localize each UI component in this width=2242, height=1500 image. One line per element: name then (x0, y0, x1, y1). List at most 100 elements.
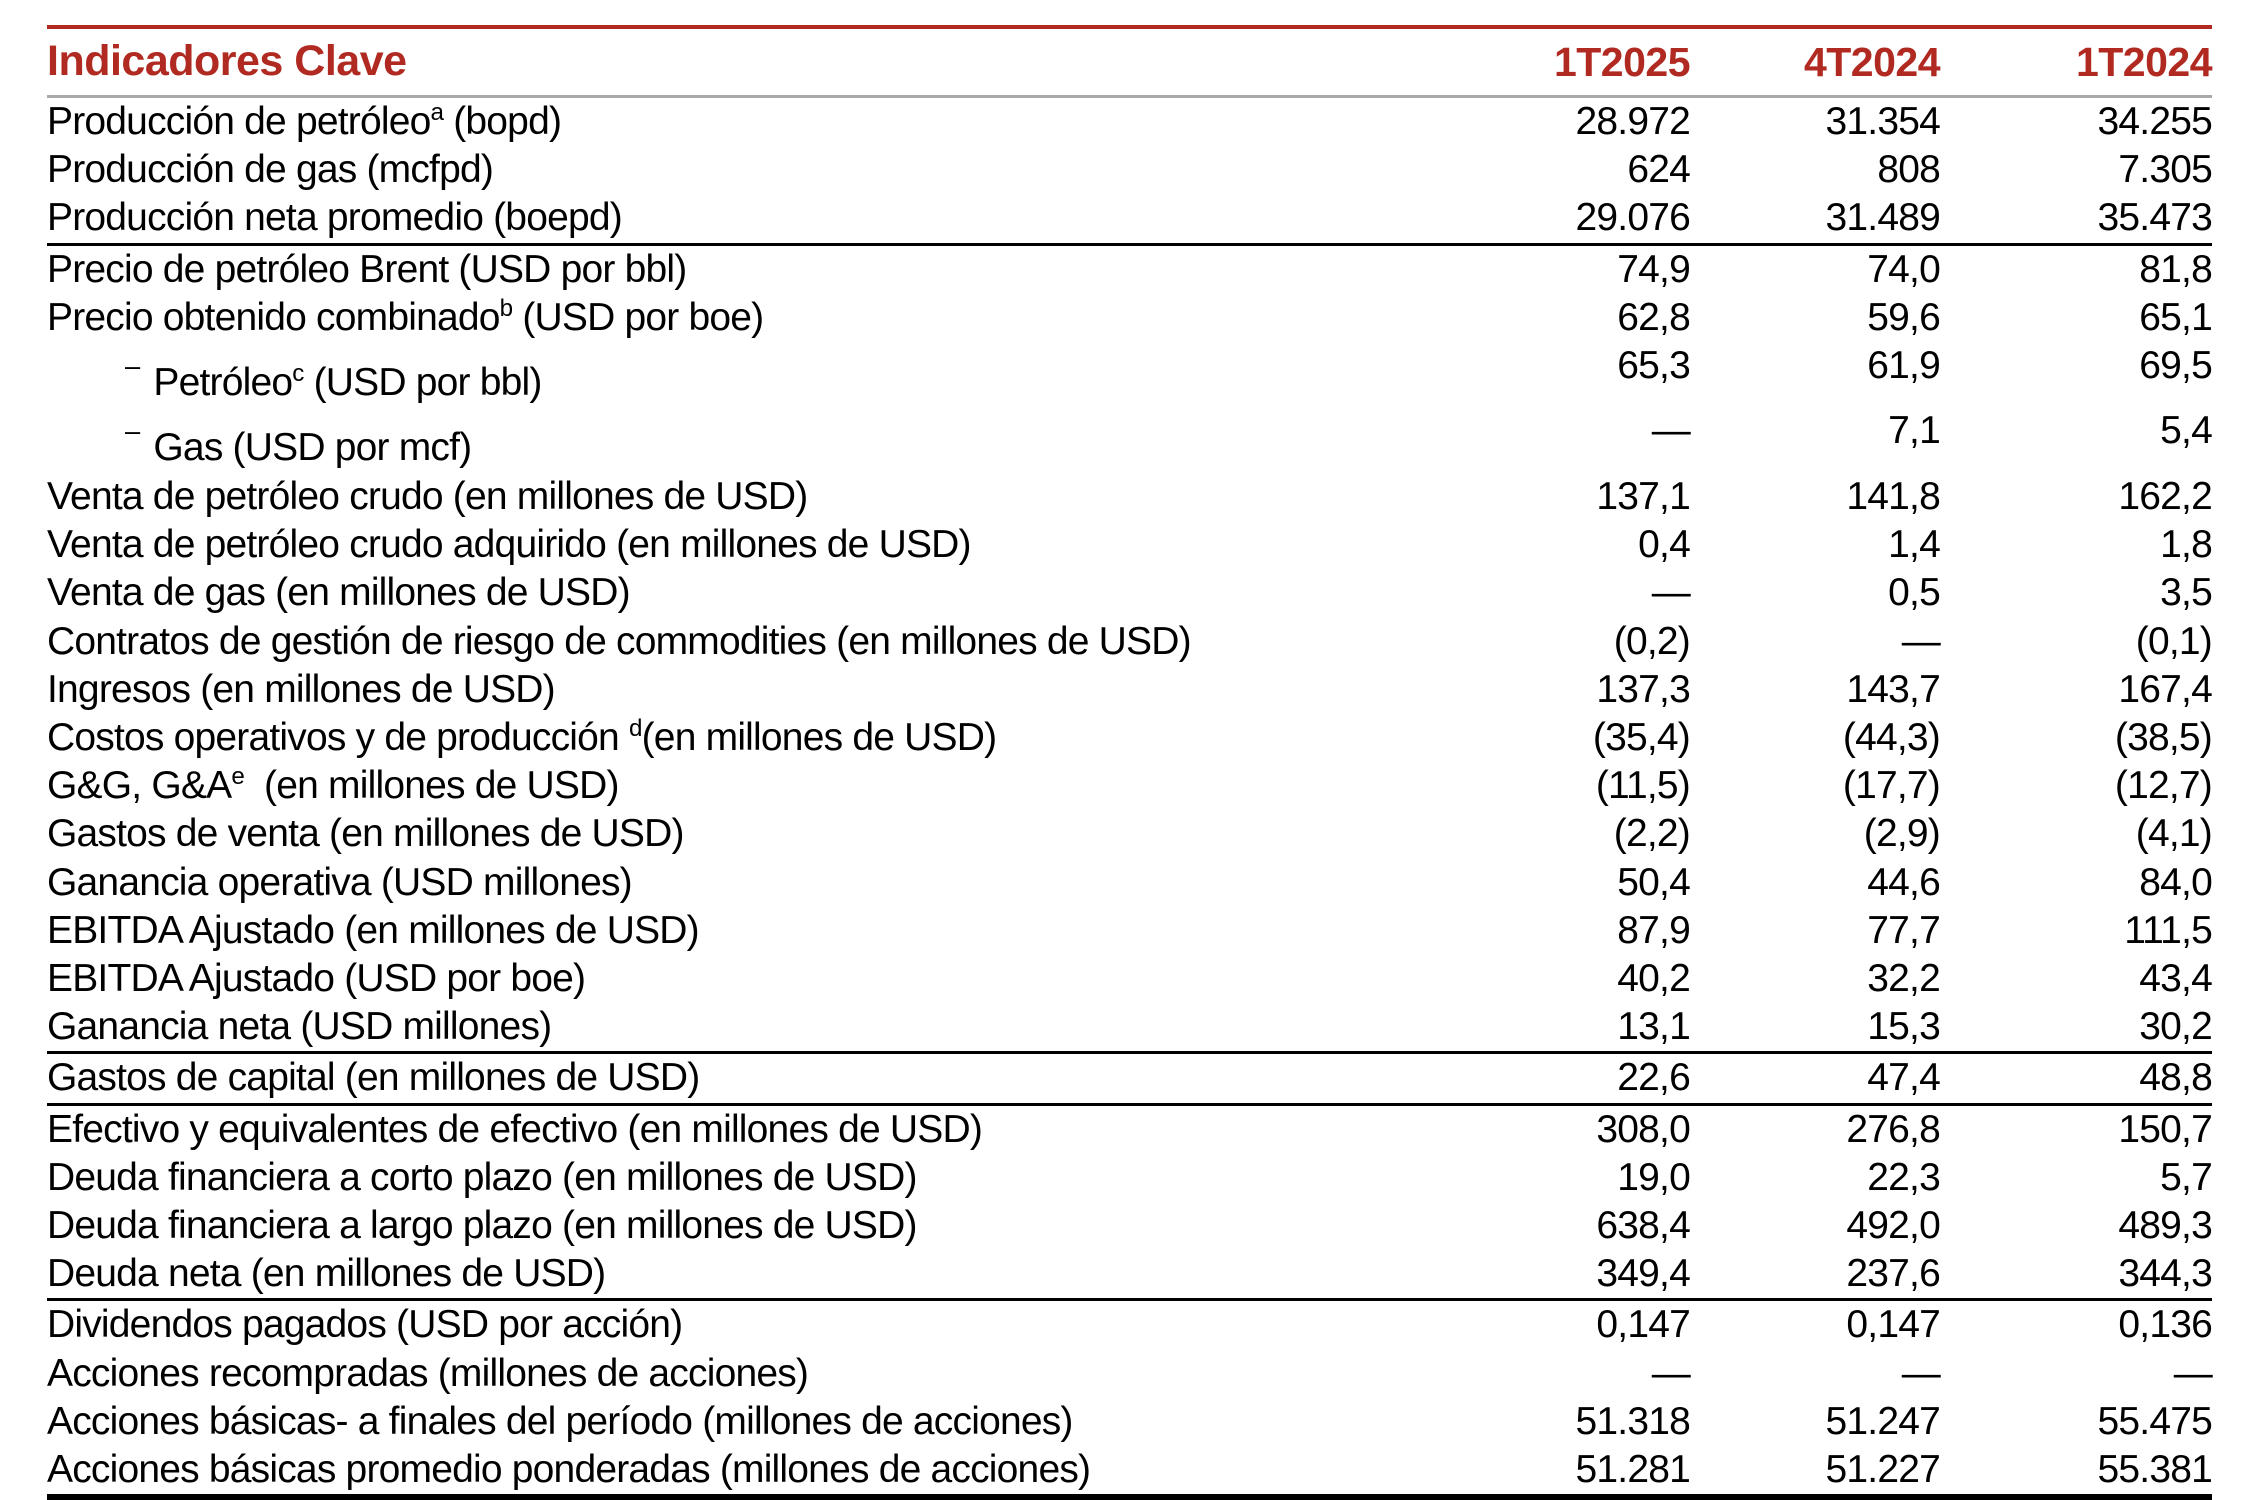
table-row: Producción neta promedio (boepd) 29.076 31… (47, 194, 2213, 246)
value-cell: 808 (1877, 148, 1940, 192)
value-cell: 51.247 (1825, 1399, 1941, 1443)
value-cell: 0,136 (2118, 1303, 2212, 1347)
value-cell: 62,8 (1617, 295, 1691, 339)
table-row: G&G, G&Ae (en millones de USD) (11,5) (17,… (47, 762, 2213, 810)
row-label: Deuda financiera a corto plazo (en millo… (47, 1155, 917, 1199)
value-cell: (11,5) (1595, 764, 1691, 808)
value-cell: 15,3 (1867, 1005, 1941, 1049)
row-label: Deuda financiera a largo plazo (en millo… (47, 1203, 917, 1247)
row-label: Ganancia operativa (USD millones) (47, 860, 633, 904)
row-label: EBITDA Ajustado (USD por boe) (47, 956, 586, 1000)
value-cell: (2,9) (1863, 812, 1941, 856)
value-cell: (0,2) (1613, 619, 1691, 663)
value-cell: 44,6 (1867, 860, 1941, 904)
footnote-marker: e (231, 763, 244, 791)
value-cell: 32,2 (1867, 956, 1941, 1000)
table-row: Venta de petróleo crudo adquirido (en mi… (47, 521, 2213, 569)
table-row: Precio de petróleo Brent (USD por bbl) 74… (47, 246, 2213, 294)
table-row: Dividendos pagados (USD por acción) 0,147… (47, 1301, 2213, 1349)
row-label: Producción neta promedio (boepd) (47, 196, 623, 240)
value-cell: 111,5 (2124, 908, 2213, 952)
row-label: Acciones recompradas (millones de accion… (47, 1351, 809, 1395)
row-label: Costos operativos y de producción d(en m… (47, 714, 997, 759)
value-cell: 0,147 (1596, 1303, 1690, 1347)
value-cell: 31.354 (1825, 100, 1941, 143)
value-cell: 344,3 (2118, 1252, 2212, 1296)
table-row: Deuda neta (en millones de USD) 349,4 237,… (47, 1250, 2213, 1302)
value-cell: 48,8 (2139, 1056, 2213, 1100)
row-label: EBITDA Ajustado (en millones de USD) (47, 908, 700, 952)
value-cell: 150,7 (2118, 1107, 2212, 1151)
row-label: Ganancia neta (USD millones) (47, 1005, 552, 1049)
value-cell: 47,4 (1867, 1056, 1941, 1100)
table-row: Efectivo y equivalentes de efectivo (en … (47, 1106, 2213, 1154)
value-cell: 162,2 (2118, 474, 2212, 518)
value-cell: 7.305 (2118, 148, 2212, 192)
value-cell: 61,9 (1867, 344, 1941, 388)
table-row: Producción de gas (mcfpd) 624 808 7.305 (47, 146, 2213, 194)
value-cell: — (1651, 1351, 1691, 1395)
table-row: Gastos de venta (en millones de USD) (2,2… (47, 810, 2213, 858)
table-row: – Petróleoc (USD por bbl) 65,3 61,9 69,5 (47, 342, 2213, 407)
value-cell: 308,0 (1596, 1107, 1690, 1151)
row-label: Gastos de venta (en millones de USD) (47, 812, 684, 856)
value-cell: 28.972 (1575, 100, 1691, 143)
value-cell: 65,1 (2139, 295, 2213, 339)
table-row: Precio obtenido combinadob (USD por boe)… (47, 294, 2213, 342)
value-cell: 489,3 (2118, 1203, 2212, 1247)
value-cell: 137,1 (1596, 474, 1690, 518)
value-cell: 5,4 (2160, 409, 2213, 453)
value-cell: 65,3 (1617, 344, 1691, 388)
footnote-marker: a (430, 99, 444, 126)
value-cell: (0,1) (2135, 619, 2213, 663)
value-cell: 167,4 (2118, 667, 2212, 711)
table-row: Deuda financiera a largo plazo (en millo… (47, 1202, 2213, 1250)
indent-dash: – (125, 415, 140, 447)
row-label: Dividendos pagados (USD por acción) (47, 1303, 683, 1347)
value-cell: 349,4 (1596, 1252, 1690, 1296)
value-cell: 55.475 (2097, 1399, 2213, 1443)
table-row: Deuda financiera a corto plazo (en millo… (47, 1154, 2213, 1202)
value-cell: 0,4 (1638, 523, 1691, 567)
value-cell: (38,5) (2114, 715, 2213, 759)
value-cell: 1,8 (2160, 523, 2213, 567)
table-row: Acciones básicas promedio ponderadas (mi… (47, 1446, 2213, 1494)
value-cell: 5,7 (2160, 1155, 2213, 1199)
footnote-marker: b (499, 294, 513, 322)
value-cell: 77,7 (1867, 908, 1941, 952)
row-label: – Gas (USD por mcf) (47, 407, 1440, 472)
value-cell: 624 (1627, 148, 1690, 192)
value-cell: 141,8 (1846, 474, 1940, 518)
table-row: Producción de petróleoa (bopd) 28.972 31.3… (47, 98, 2213, 146)
indent-dash: – (125, 350, 140, 382)
value-cell: 143,7 (1846, 667, 1940, 711)
value-cell: 638,4 (1596, 1203, 1690, 1247)
value-cell: 40,2 (1617, 956, 1691, 1000)
table-row: Venta de petróleo crudo (en millones de … (47, 473, 2213, 521)
value-cell: 13,1 (1617, 1005, 1691, 1049)
footnote-marker: d (628, 714, 642, 742)
row-label: Venta de petróleo crudo adquirido (en mi… (47, 523, 972, 567)
value-cell: 3,5 (2160, 571, 2213, 615)
value-cell: 34.255 (2097, 100, 2213, 143)
row-label: Precio obtenido combinadob (USD por boe) (47, 294, 764, 339)
column-header-1t2025: 1T2025 (1553, 39, 1691, 85)
value-cell: 0,5 (1888, 571, 1941, 615)
column-header-1t2024: 1T2024 (2075, 39, 2213, 85)
table-row: – Gas (USD por mcf) — 7,1 5,4 (47, 407, 2213, 472)
row-label: Venta de petróleo crudo (en millones de … (47, 474, 808, 518)
value-cell: — (1651, 409, 1691, 453)
value-cell: 50,4 (1617, 860, 1691, 904)
value-cell: 22,6 (1617, 1056, 1691, 1100)
value-cell: (17,7) (1842, 764, 1941, 808)
value-cell: (35,4) (1592, 715, 1691, 759)
row-label: Gastos de capital (en millones de USD) (47, 1056, 700, 1100)
value-cell: 51.227 (1825, 1447, 1941, 1491)
table-row: Ganancia neta (USD millones) 13,1 15,3 30,2 (47, 1003, 2213, 1055)
table-row: Acciones recompradas (millones de accion… (47, 1350, 2213, 1398)
value-cell: 84,0 (2139, 860, 2213, 904)
value-cell: (4,1) (2135, 812, 2213, 856)
value-cell: 81,8 (2139, 247, 2213, 291)
value-cell: 74,0 (1867, 247, 1941, 291)
value-cell: 1,4 (1888, 523, 1941, 567)
